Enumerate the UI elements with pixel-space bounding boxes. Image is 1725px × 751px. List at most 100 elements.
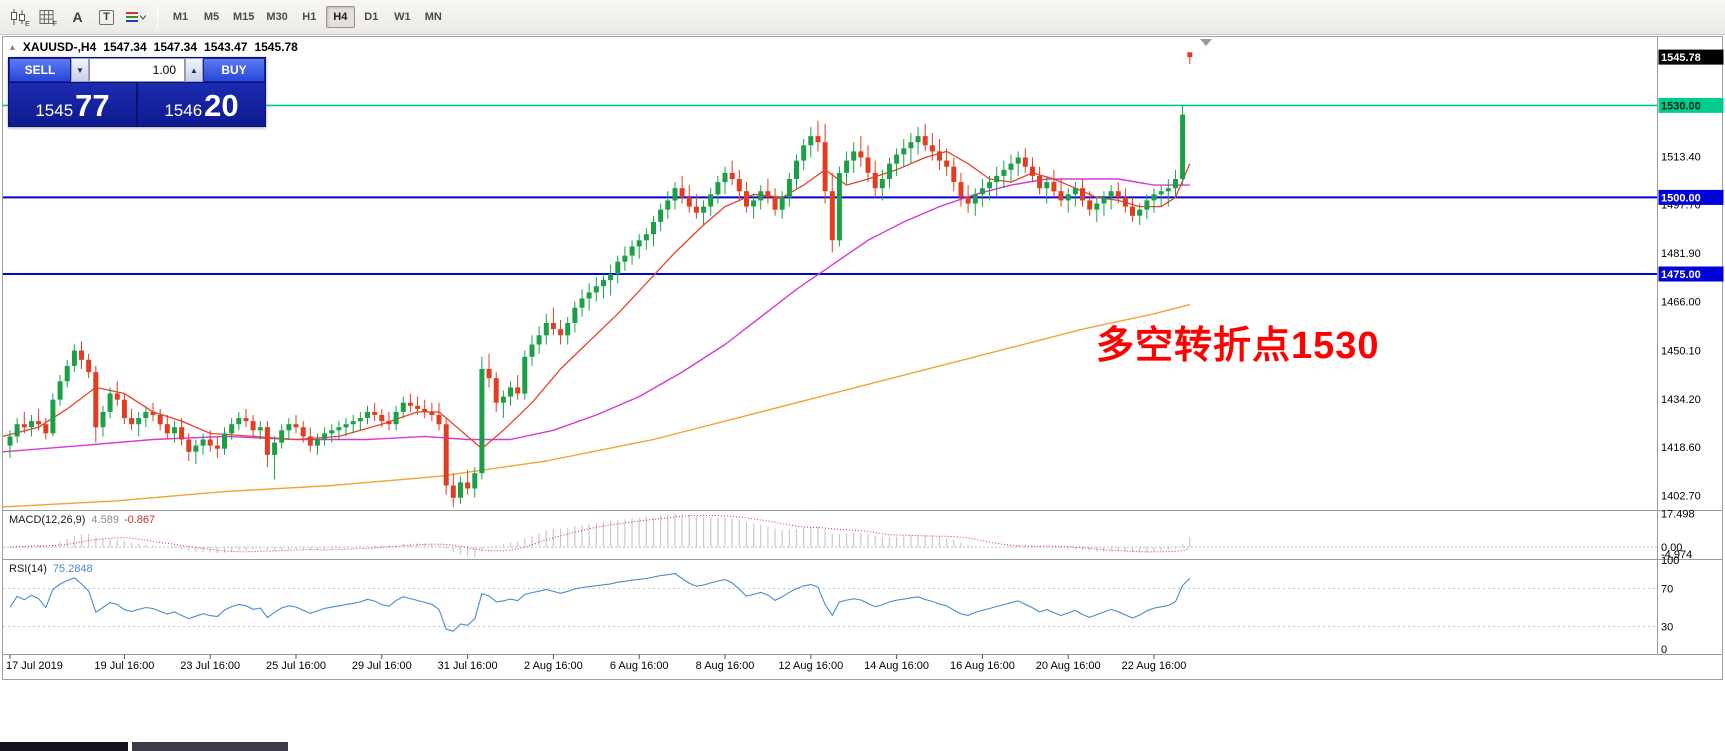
rsi-pane-content (3, 572, 1657, 632)
bid-pips-digits: 77 (75, 88, 110, 123)
bottom-window-fragment (132, 742, 288, 751)
svg-text:1513.40: 1513.40 (1661, 151, 1701, 163)
candlestick-series (7, 52, 1193, 507)
svg-text:1530.00: 1530.00 (1661, 100, 1701, 112)
svg-text:0: 0 (1661, 644, 1667, 656)
low-value: 1543.47 (204, 40, 248, 54)
ask-price-display: 1546 20 (138, 83, 265, 126)
timeframe-m30-button[interactable]: M30 (266, 11, 288, 23)
svg-text:1466.00: 1466.00 (1661, 297, 1701, 309)
svg-text:0.00: 0.00 (1661, 542, 1682, 554)
frame-tool-icon[interactable]: T (93, 5, 120, 30)
svg-text:1418.60: 1418.60 (1661, 442, 1701, 454)
rsi-line (9, 572, 1191, 632)
svg-text:1500.00: 1500.00 (1661, 192, 1701, 204)
symbol-period-label: XAUUSD-,H4 (22, 40, 97, 54)
high-value: 1547.34 (153, 40, 198, 54)
rsi-name: RSI(14) (9, 563, 47, 575)
one-click-top-row: SELL ▼ ▲ BUY (9, 58, 265, 82)
svg-text:1402.70: 1402.70 (1661, 491, 1701, 503)
toolbar-separator (157, 5, 158, 29)
candlestick-chart-icon[interactable]: E (6, 5, 33, 30)
chart-shift-marker[interactable] (1200, 39, 1212, 46)
timeframe-h1-button[interactable]: H1 (302, 11, 317, 23)
svg-text:F: F (53, 21, 57, 27)
buy-button[interactable]: BUY (203, 58, 265, 82)
svg-text:6 Aug 16:00: 6 Aug 16:00 (610, 660, 669, 672)
open-value: 1547.34 (103, 40, 147, 54)
timeframe-buttons-group: M1 M5 M15 M30 H1 H4 D1 W1 MN (165, 6, 449, 28)
one-click-price-row: 1545 77 1546 20 (9, 82, 265, 126)
svg-text:8 Aug 16:00: 8 Aug 16:00 (696, 660, 755, 672)
timeframe-m15-button[interactable]: M15 (233, 11, 255, 23)
timeframe-w1-button[interactable]: W1 (394, 11, 411, 23)
svg-text:1545.78: 1545.78 (1661, 52, 1701, 64)
svg-text:20 Aug 16:00: 20 Aug 16:00 (1036, 660, 1101, 672)
lot-size-input[interactable] (89, 58, 185, 82)
svg-text:14 Aug 16:00: 14 Aug 16:00 (864, 660, 929, 672)
svg-text:22 Aug 16:00: 22 Aug 16:00 (1122, 660, 1187, 672)
svg-text:19 Jul 16:00: 19 Jul 16:00 (94, 660, 154, 672)
ask-pips-digits: 20 (204, 88, 239, 123)
ma-slow-line (2, 303, 1190, 508)
timeframe-m5-button[interactable]: M5 (203, 11, 220, 23)
svg-text:16 Aug 16:00: 16 Aug 16:00 (950, 660, 1015, 672)
chart-ohlc-header: ▲ XAUUSD-,H4 1547.34 1547.34 1543.47 1545.78 (8, 40, 298, 54)
svg-text:2 Aug 16:00: 2 Aug 16:00 (524, 660, 583, 672)
rsi-value: 75.2848 (52, 563, 93, 575)
svg-text:1434.20: 1434.20 (1661, 394, 1701, 406)
one-click-trading-panel: SELL ▼ ▲ BUY 1545 77 1546 20 (8, 57, 266, 127)
hline-1530-badge (1658, 97, 1724, 113)
macd-histogram (3, 513, 1657, 557)
macd-label: MACD(12,26,9) 4.589 -0.867 (9, 514, 155, 526)
svg-text:1481.90: 1481.90 (1661, 248, 1701, 260)
svg-text:17 Jul 2019: 17 Jul 2019 (6, 660, 63, 672)
hline-1475-badge (1658, 266, 1724, 282)
timeframe-m1-button[interactable]: M1 (172, 11, 189, 23)
svg-text:31 Jul 16:00: 31 Jul 16:00 (438, 660, 498, 672)
svg-text:1475.00: 1475.00 (1661, 269, 1701, 281)
svg-text:30: 30 (1661, 622, 1673, 634)
macd-signal-value: -0.867 (123, 514, 156, 526)
grid-icon[interactable]: F (35, 5, 62, 30)
bid-main-digits: 1545 (35, 101, 74, 120)
macd-name: MACD(12,26,9) (9, 514, 86, 526)
rsi-label: RSI(14) 75.2848 (9, 563, 93, 575)
lot-increase-button[interactable]: ▲ (185, 58, 203, 82)
price-divider (136, 83, 138, 126)
text-tool-icon[interactable]: A (72, 9, 83, 25)
svg-text:29 Jul 16:00: 29 Jul 16:00 (352, 660, 412, 672)
sell-button[interactable]: SELL (9, 58, 71, 82)
svg-text:25 Jul 16:00: 25 Jul 16:00 (266, 660, 326, 672)
timeframe-mn-button[interactable]: MN (424, 11, 442, 23)
close-value: 1545.78 (254, 40, 298, 54)
hline-1500-badge (1658, 189, 1724, 205)
svg-text:17.498: 17.498 (1661, 508, 1695, 520)
svg-text:E: E (25, 21, 30, 27)
svg-text:12 Aug 16:00: 12 Aug 16:00 (778, 660, 843, 672)
svg-text:1450.10: 1450.10 (1661, 345, 1701, 357)
chart-annotation-text: 多空转折点1530 (1096, 325, 1380, 367)
svg-text:-4.974: -4.974 (1661, 549, 1692, 561)
ask-main-digits: 1546 (164, 101, 203, 120)
timeframe-h4-button[interactable]: H4 (325, 6, 355, 28)
current-price-badge (1658, 49, 1724, 65)
bottom-window-fragment (0, 742, 128, 751)
svg-text:23 Jul 16:00: 23 Jul 16:00 (180, 660, 240, 672)
line-style-icon[interactable] (122, 5, 149, 30)
timeframe-d1-button[interactable]: D1 (364, 11, 379, 23)
one-click-toggle-icon[interactable]: ▲ (8, 42, 17, 52)
price-axis: 1513.401497.701481.901466.001450.101434.… (1661, 151, 1701, 656)
svg-text:70: 70 (1661, 584, 1673, 596)
price-badges: 1545.78 1530.00 1500.00 1475.00 (1658, 49, 1724, 282)
macd-signal-line (9, 514, 1190, 553)
time-axis: 17 Jul 2019 19 Jul 16:00 23 Jul 16:00 25 Ju… (6, 654, 1187, 672)
macd-main-value: 4.589 (91, 514, 119, 526)
svg-text:100: 100 (1661, 555, 1679, 567)
bid-price-display: 1545 77 (9, 83, 136, 126)
lot-decrease-button[interactable]: ▼ (71, 58, 89, 82)
